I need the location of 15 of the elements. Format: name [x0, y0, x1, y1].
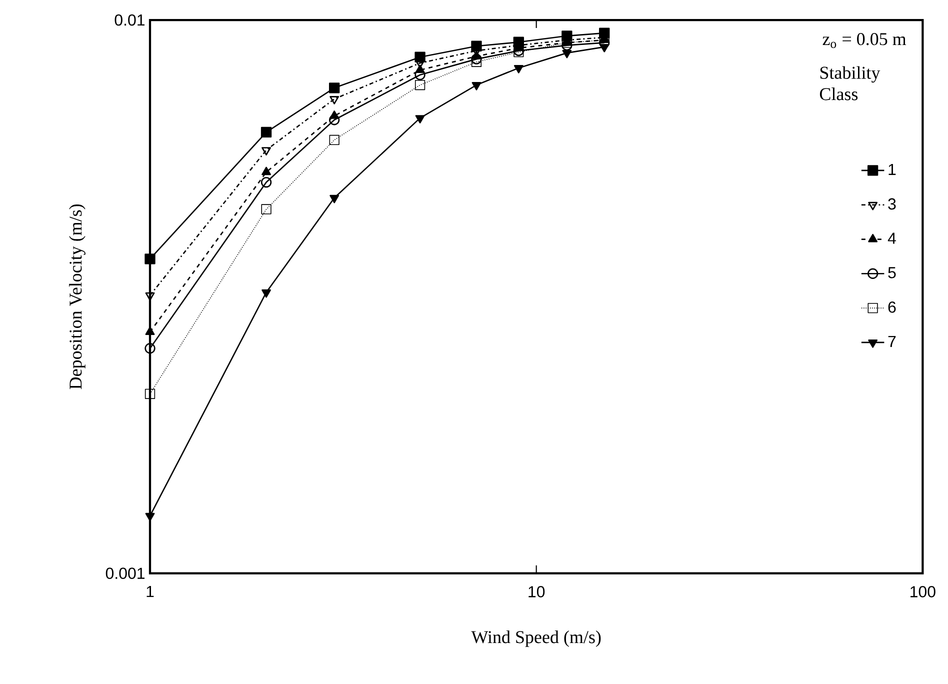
x-tick-label: 1 — [146, 586, 154, 598]
y-tick-label: 0.001 — [106, 568, 145, 579]
annotation: z$_{o}$ = 0.05 m — [822, 33, 906, 48]
x-tick-label: 10 — [528, 586, 545, 598]
y-tick-label: 0.01 — [114, 14, 145, 26]
legend-label: 3 — [888, 198, 896, 210]
x-axis-title: Wind Speed (m/s) — [471, 630, 601, 647]
x-tick-label: 100 — [910, 586, 936, 598]
legend-label: 4 — [888, 232, 896, 244]
legend-label: 6 — [888, 301, 896, 313]
legend-label: 7 — [888, 336, 896, 347]
legend-title: Stability Class — [820, 66, 880, 100]
y-axis-title: Deposition Velocity (m/s) — [69, 204, 86, 390]
legend-label: 1 — [888, 164, 896, 175]
legend-label: 5 — [888, 267, 896, 278]
